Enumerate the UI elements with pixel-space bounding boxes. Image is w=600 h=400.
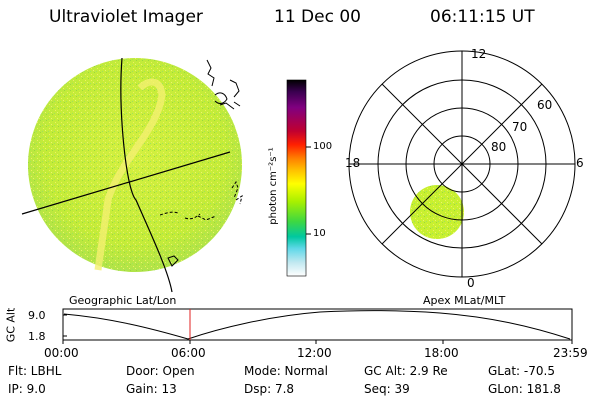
color-bar — [286, 79, 307, 277]
time-tick-6: 06:00 — [171, 346, 206, 360]
time-tick-24: 23:59 — [553, 346, 588, 360]
aurora-texture — [410, 185, 464, 239]
bright-band — [94, 78, 166, 271]
altitude-plot — [62, 308, 573, 344]
status-ip: IP: 9.0 — [8, 382, 46, 396]
time-tick-12: 12:00 — [297, 346, 332, 360]
altitude-curve — [63, 310, 571, 340]
latitude-line — [21, 151, 231, 215]
mlt-label-0: 0 — [467, 276, 475, 290]
coastline-se — [159, 180, 243, 221]
colorbar-label-10: 10 — [313, 228, 326, 239]
status-seq: Seq: 39 — [364, 382, 410, 396]
earth-image — [21, 57, 243, 293]
time-tick-18: 18:00 — [424, 346, 459, 360]
coastline-s — [167, 255, 179, 267]
colorbar-label-100: 100 — [313, 141, 333, 152]
time-label: 06:11:15 UT — [430, 7, 535, 27]
projection-label-right: Apex MLat/MLT — [423, 294, 506, 307]
instrument-title: Ultraviolet Imager — [49, 7, 203, 27]
altitude-axis-label: GC Alt — [4, 307, 18, 343]
time-tick-0: 00:00 — [44, 346, 79, 360]
altitude-ytick-label-1.8: 1.8 — [28, 330, 46, 343]
lat-label-70: 70 — [512, 120, 528, 134]
mlt-label-18: 18 — [345, 156, 361, 170]
disk-texture — [28, 58, 242, 272]
altitude-ytick-label-9: 9.0 — [28, 309, 46, 322]
status-dsp: Dsp: 7.8 — [244, 382, 295, 396]
altitude-frame — [62, 308, 573, 341]
polar-plot — [348, 50, 576, 278]
date-label: 11 Dec 00 — [274, 7, 361, 27]
mlt-label-6: 6 — [576, 156, 584, 170]
colorbar-unit-label: photon cm⁻²s⁻¹ — [268, 147, 279, 225]
status-gcalt: GC Alt: 2.9 Re — [364, 364, 448, 378]
status-glon: GLon: 181.8 — [488, 382, 561, 396]
status-flt: Flt: LBHL — [8, 364, 62, 378]
projection-label-left: Geographic Lat/Lon — [69, 294, 177, 307]
mlt-label-12: 12 — [471, 47, 487, 61]
status-glat: GLat: -70.5 — [488, 364, 555, 378]
polar-diagonal-2 — [381, 83, 543, 245]
meridian-line — [120, 57, 173, 293]
status-gain: Gain: 13 — [126, 382, 177, 396]
lat-label-80: 80 — [491, 140, 507, 154]
coastline-ne — [206, 59, 241, 110]
status-mode: Mode: Normal — [244, 364, 328, 378]
lat-label-60: 60 — [537, 98, 553, 112]
status-door: Door: Open — [126, 364, 195, 378]
